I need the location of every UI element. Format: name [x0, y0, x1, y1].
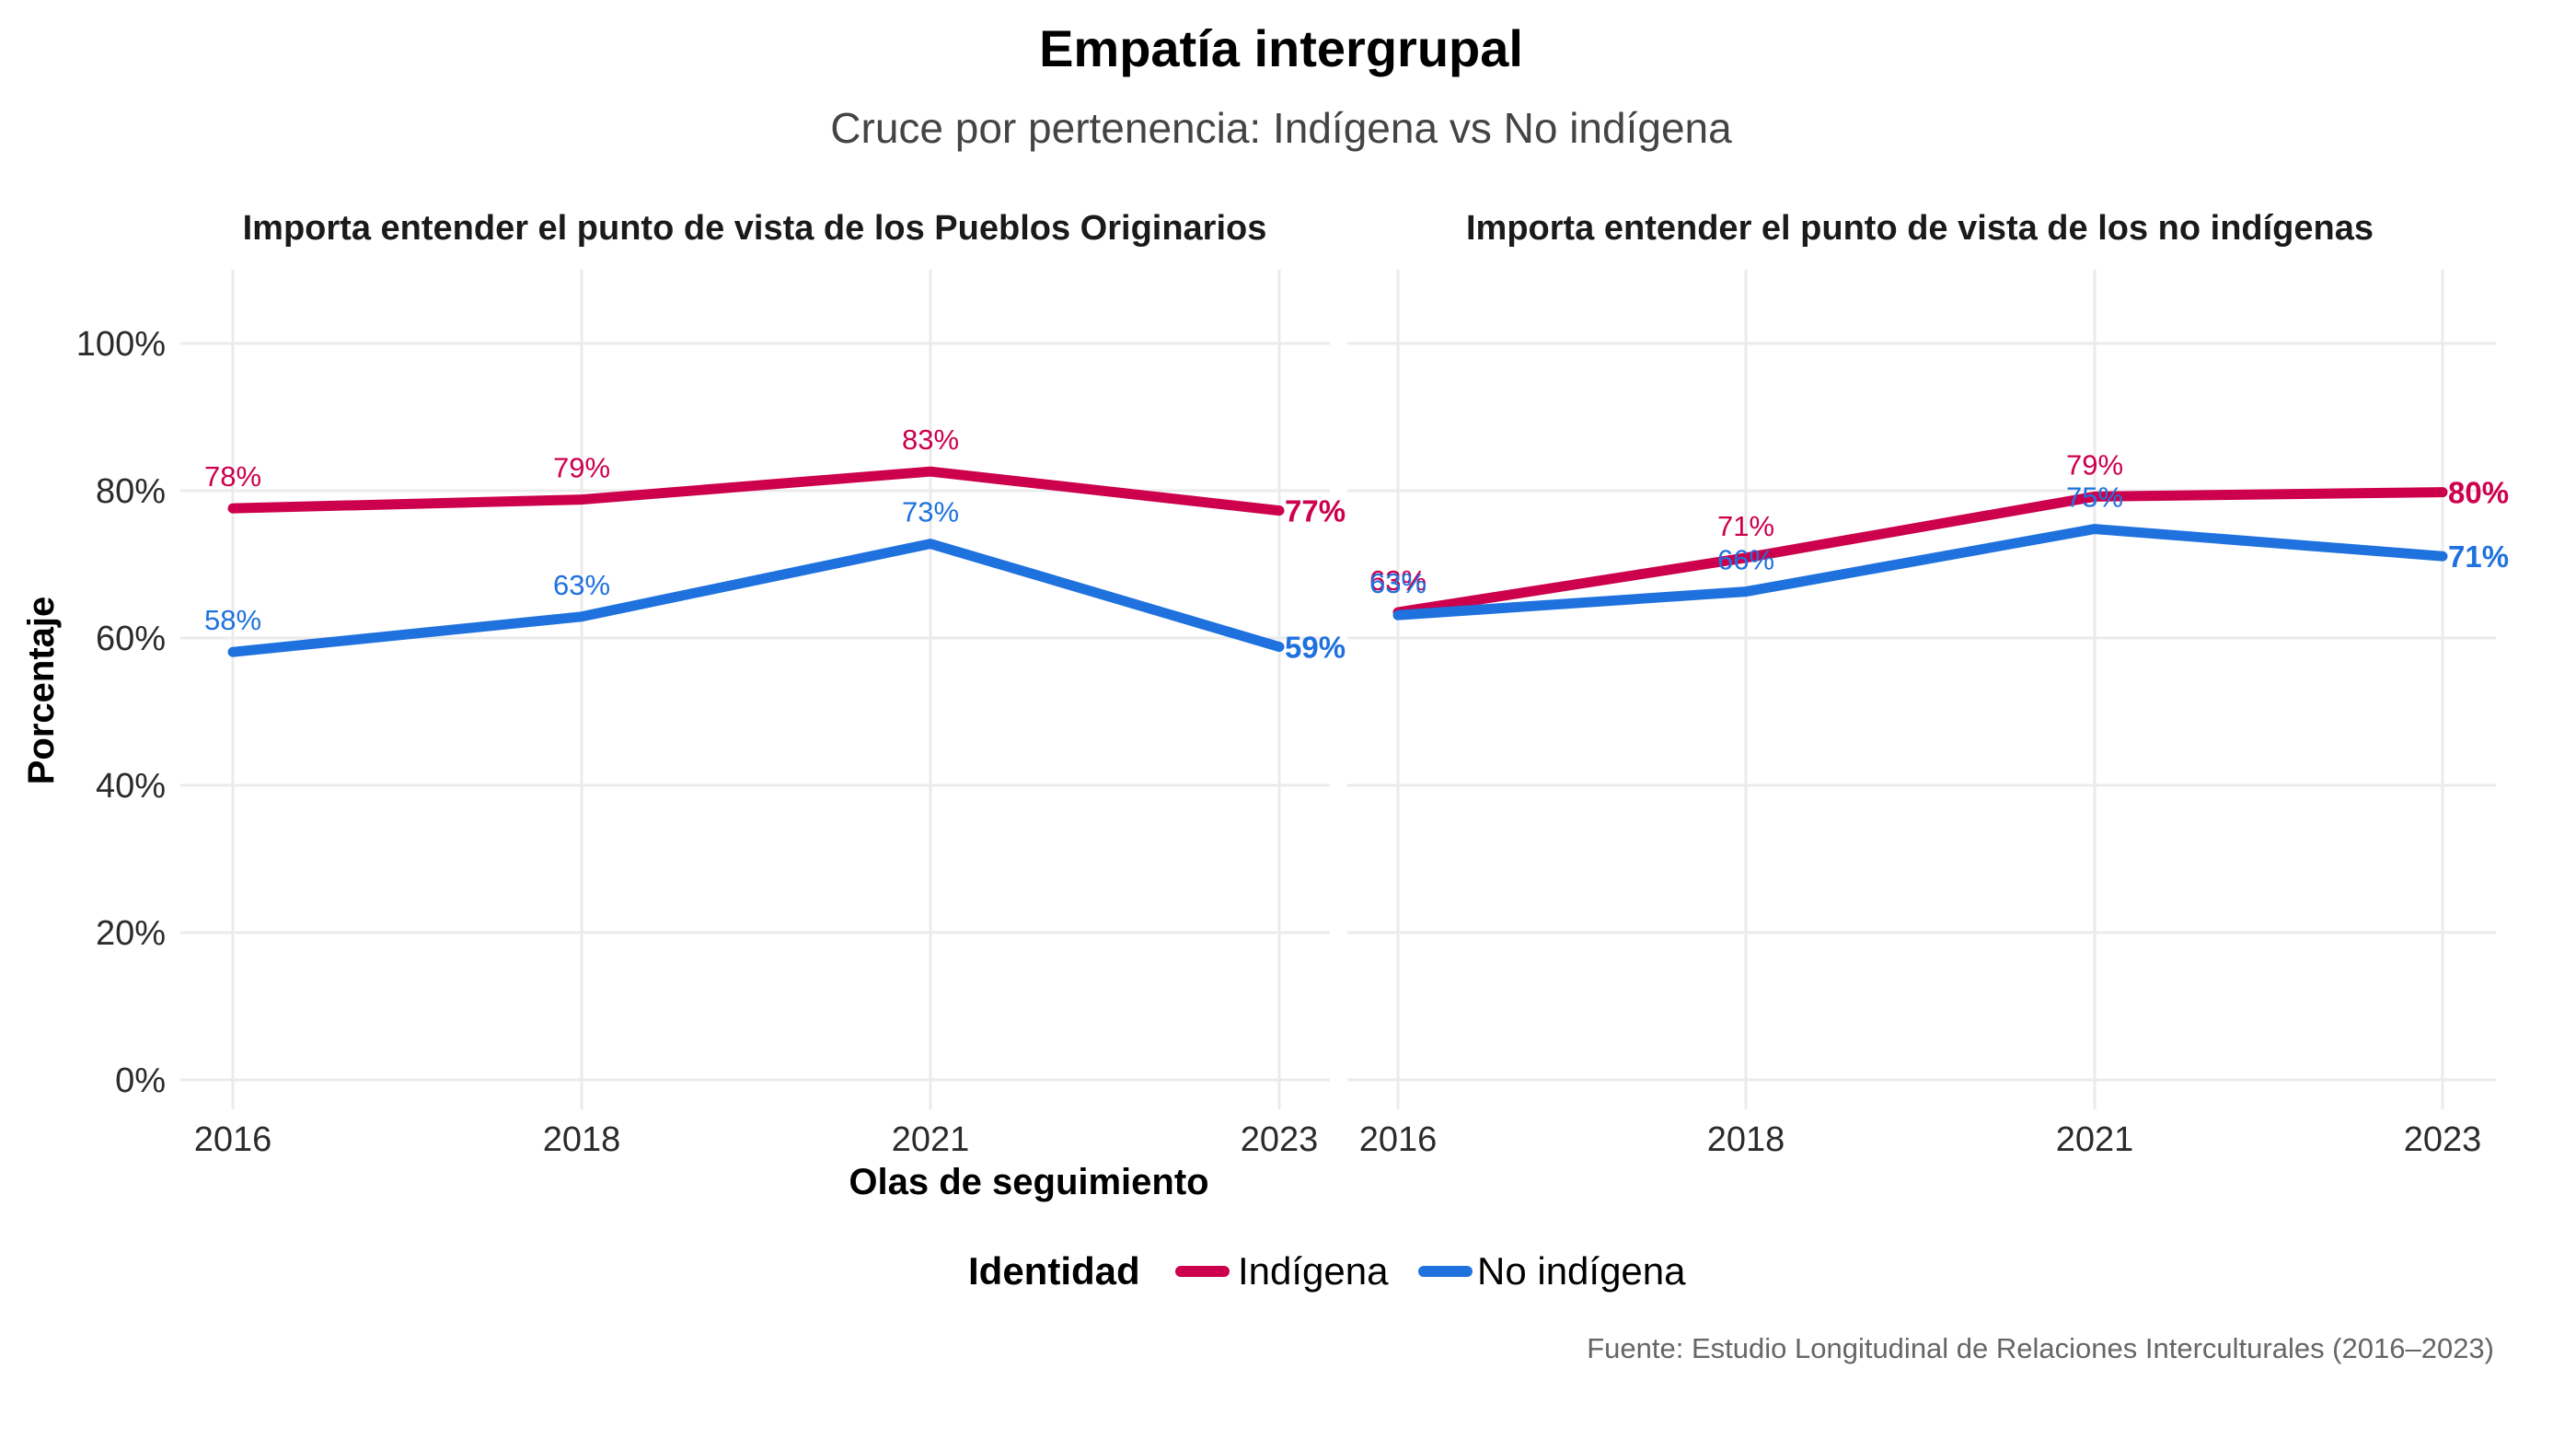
x-tick-label: 2018 [1707, 1120, 1785, 1159]
y-tick-label: 80% [96, 472, 166, 511]
data-label: 73% [902, 496, 959, 528]
y-axis-title: Porcentaje [21, 597, 62, 785]
data-label: 77% [1285, 494, 1346, 528]
x-tick-label: 2021 [2056, 1120, 2134, 1159]
y-tick-label: 40% [96, 767, 166, 806]
data-label: 79% [553, 452, 610, 484]
panel-1: 2016 2018 2021 2023 78% 79% 83% 77% 58% 63% 73% 59% [180, 270, 1346, 1159]
data-label: 71% [1717, 510, 1774, 542]
data-label: 66% [1717, 544, 1774, 576]
data-label: 75% [2066, 481, 2123, 514]
data-label: 63% [553, 569, 610, 601]
series-line-no-indigena [227, 539, 1285, 657]
legend-label-indigena: Indígena [1238, 1249, 1389, 1293]
x-tick-label: 2016 [1359, 1120, 1438, 1159]
x-tick-label: 2021 [892, 1120, 970, 1159]
legend: Identidad Indígena No indígena [968, 1249, 1686, 1293]
caption: Fuente: Estudio Longitudinal de Relacion… [1587, 1332, 2494, 1364]
data-label: 63% [1369, 564, 1427, 597]
data-label: 78% [204, 460, 261, 493]
data-label: 80% [2448, 476, 2509, 510]
panel-1-title: Importa entender el punto de vista de lo… [243, 209, 1267, 248]
data-label: 79% [2066, 448, 2123, 481]
y-tick-label: 60% [96, 620, 166, 658]
x-axis-title: Olas de seguimiento [849, 1162, 1208, 1202]
series-line-indigena [1392, 487, 2448, 618]
data-label: 58% [204, 604, 261, 636]
panel-2-title: Importa entender el punto de vista de lo… [1466, 209, 2374, 248]
series-line-no-indigena [1392, 524, 2448, 621]
data-label: 83% [902, 423, 959, 456]
y-tick-label: 20% [96, 914, 166, 953]
y-axis: 0% 20% 40% 60% 80% 100% [76, 325, 166, 1100]
x-tick-label: 2023 [2404, 1120, 2482, 1159]
data-label: 63% [1369, 567, 1427, 599]
data-label: 71% [2448, 539, 2509, 574]
legend-title: Identidad [968, 1249, 1140, 1293]
x-tick-label: 2023 [1241, 1120, 1319, 1159]
chart-title: Empatía intergrupal [1039, 19, 1523, 77]
data-label: 59% [1285, 631, 1346, 665]
y-tick-label: 0% [115, 1061, 166, 1100]
y-tick-label: 100% [76, 325, 166, 364]
series-line-indigena [227, 466, 1285, 516]
legend-label-no-indigena: No indígena [1477, 1249, 1686, 1293]
x-tick-label: 2016 [194, 1120, 272, 1159]
chart-subtitle: Cruce por pertenencia: Indígena vs No in… [830, 104, 1732, 152]
x-tick-label: 2018 [543, 1120, 621, 1159]
